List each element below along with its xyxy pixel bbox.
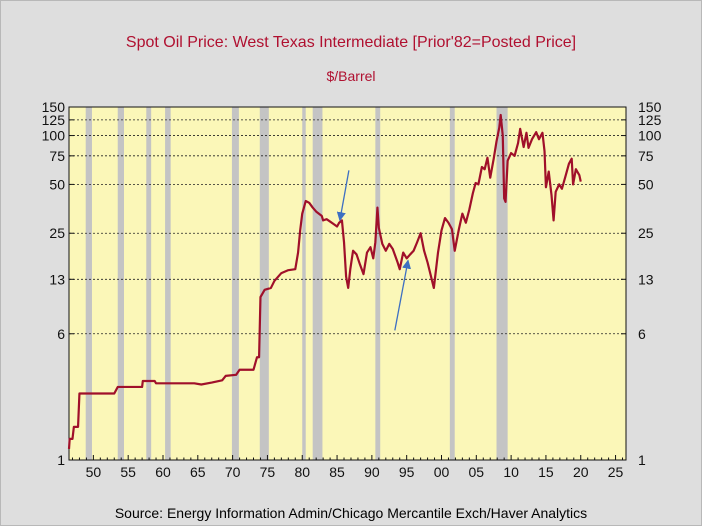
x-tick-label: 50 <box>86 464 102 480</box>
y-tick-label-left: 150 <box>42 99 66 115</box>
y-tick-label-left: 50 <box>49 176 65 192</box>
recession-bar <box>302 107 306 460</box>
x-tick-label: 95 <box>399 464 415 480</box>
y-tick-label-left: 75 <box>49 148 65 164</box>
y-tick-label-right: 125 <box>638 112 662 128</box>
y-tick-label-left: 125 <box>42 112 66 128</box>
oil-price-line <box>67 113 582 450</box>
y-tick-label-right: 25 <box>638 225 654 241</box>
x-tick-label: 55 <box>120 464 136 480</box>
recession-bar <box>85 107 92 460</box>
x-tick-label: 05 <box>469 464 485 480</box>
x-tick-label: 80 <box>294 464 310 480</box>
x-tick-label: 90 <box>364 464 380 480</box>
y-tick-label-right: 75 <box>638 148 654 164</box>
y-tick-label-left: 6 <box>57 326 65 342</box>
y-tick-label-left: 100 <box>42 128 66 144</box>
recession-bar <box>231 107 239 460</box>
recession-bar <box>146 107 152 460</box>
x-tick-label: 65 <box>190 464 206 480</box>
y-tick-label-right: 6 <box>638 326 646 342</box>
y-tick-label-right: 1 <box>638 452 646 468</box>
chart-title: Spot Oil Price: West Texas Intermediate … <box>125 34 577 51</box>
recession-bar <box>375 107 381 460</box>
x-tick-label: 20 <box>573 464 589 480</box>
x-tick-label: 70 <box>225 464 241 480</box>
source-note: Source: Energy Information Admin/Chicago… <box>114 505 588 521</box>
recession-bar <box>165 107 171 460</box>
y-tick-label-left: 13 <box>49 271 65 287</box>
recession-bar <box>259 107 269 460</box>
recession-bar <box>312 107 323 460</box>
y-tick-label-left: 25 <box>49 225 65 241</box>
recession-bar <box>449 107 455 460</box>
x-tick-label: 75 <box>260 464 276 480</box>
y-tick-label-right: 50 <box>638 176 654 192</box>
recession-bar <box>496 107 508 460</box>
x-tick-label: 85 <box>329 464 345 480</box>
y-tick-label-left: 1 <box>57 452 65 468</box>
x-tick-label: 00 <box>434 464 450 480</box>
annotation-arrow <box>394 259 412 331</box>
x-tick-label: 15 <box>538 464 554 480</box>
chart-subtitle: $/Barrel <box>326 68 376 84</box>
x-tick-label: 60 <box>155 464 171 480</box>
recession-bar <box>117 107 125 460</box>
annotation-arrow <box>336 170 350 222</box>
y-tick-label-right: 13 <box>638 271 654 287</box>
x-tick-label: 25 <box>608 464 624 480</box>
x-tick-label: 10 <box>503 464 519 480</box>
plot-border <box>68 106 627 461</box>
y-tick-label-right: 100 <box>638 128 662 144</box>
y-tick-label-right: 150 <box>638 99 662 115</box>
